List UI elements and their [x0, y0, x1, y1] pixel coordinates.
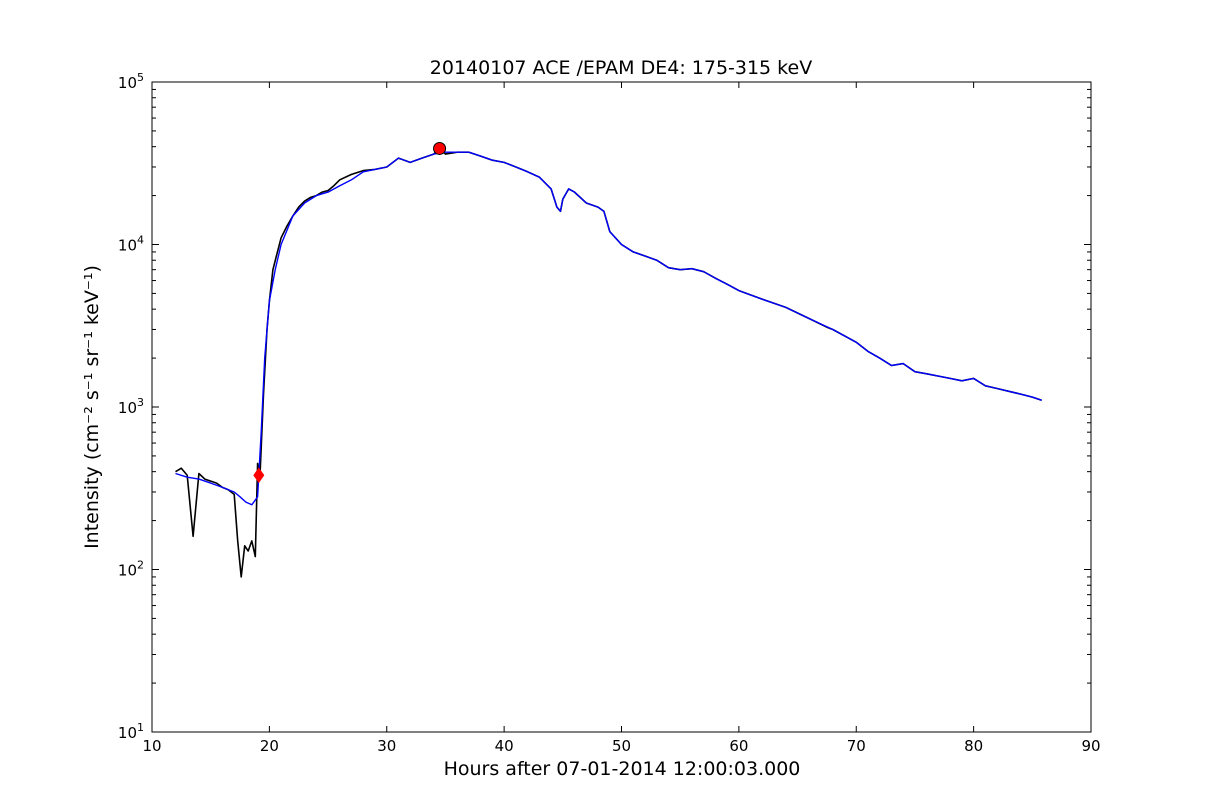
x-tick-label: 40	[495, 737, 514, 755]
x-tick-label: 30	[377, 737, 396, 755]
y-tick-label: 103	[118, 396, 144, 417]
chart-title: 20140107 ACE /EPAM DE4: 175-315 keV	[430, 57, 812, 79]
x-tick-label: 10	[142, 737, 161, 755]
x-tick-label: 80	[964, 737, 983, 755]
x-tick-label: 60	[729, 737, 748, 755]
y-tick-label: 101	[118, 721, 144, 742]
y-tick-label: 104	[118, 234, 144, 255]
plot-data-layer	[175, 141, 1042, 578]
marker-peak	[433, 141, 447, 155]
x-tick-label: 20	[260, 737, 279, 755]
y-tick-label: 105	[118, 71, 144, 92]
x-tick-label: 70	[847, 737, 866, 755]
x-tick-label: 90	[1081, 737, 1100, 755]
x-tick-label: 50	[612, 737, 631, 755]
y-tick-label: 102	[118, 559, 144, 580]
x-axis-label: Hours after 07-01-2014 12:00:03.000	[444, 758, 801, 780]
series-line-smoothed	[175, 151, 1042, 506]
marker-onset	[253, 467, 265, 484]
tick-layer: 10 20 30 40 50 60 70 80 90 101 102 103 104 105	[118, 71, 1101, 755]
plot-frame	[151, 81, 1092, 733]
y-axis-label: Intensity (cm⁻² s⁻¹ sr⁻¹ keV⁻¹)	[81, 265, 103, 549]
